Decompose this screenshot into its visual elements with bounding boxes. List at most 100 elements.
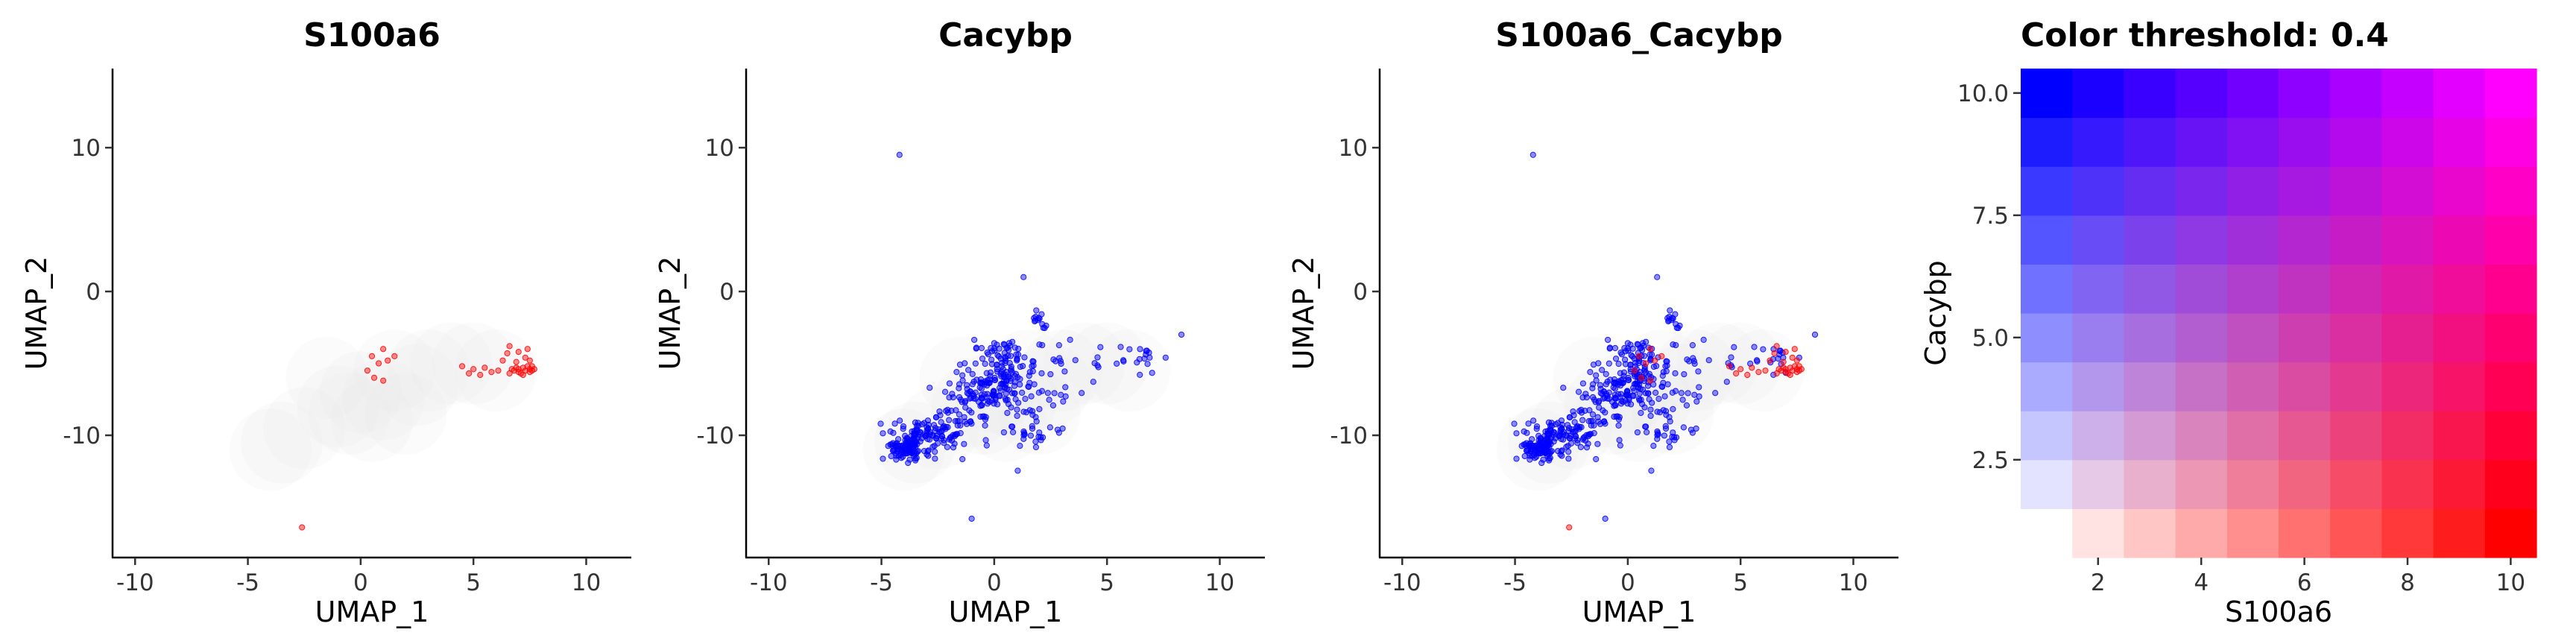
data-point xyxy=(1513,430,1520,437)
data-point xyxy=(1162,354,1169,361)
heatmap-cell xyxy=(2124,459,2176,509)
data-point xyxy=(1635,360,1642,367)
x-ticks: -10 -5 0 5 10 xyxy=(1383,558,1868,596)
data-point xyxy=(1141,355,1148,362)
background-cells xyxy=(229,322,537,491)
heatmap-cell xyxy=(2381,362,2434,411)
data-point xyxy=(979,356,986,362)
data-point xyxy=(1733,370,1740,377)
data-point xyxy=(1144,361,1151,367)
background-cell xyxy=(409,322,492,405)
data-point xyxy=(488,369,495,376)
data-point xyxy=(1595,360,1602,367)
data-point xyxy=(1596,404,1603,411)
data-point xyxy=(1578,406,1585,413)
data-point xyxy=(1014,406,1020,413)
data-point xyxy=(1029,411,1036,418)
data-point xyxy=(477,371,484,379)
data-point xyxy=(524,363,531,370)
data-point xyxy=(1546,457,1553,464)
data-point xyxy=(1002,360,1008,367)
heatmap-cell xyxy=(2021,117,2073,167)
data-point xyxy=(1558,448,1565,455)
x-tick-label: 10 xyxy=(1839,569,1868,596)
data-point xyxy=(1670,429,1676,436)
data-point xyxy=(1744,371,1751,379)
data-point xyxy=(1032,443,1040,451)
data-point xyxy=(1605,336,1611,344)
data-point xyxy=(1008,390,1016,397)
heatmap-cell xyxy=(2330,411,2382,461)
data-point xyxy=(1036,429,1043,436)
data-point xyxy=(969,370,976,377)
data-point xyxy=(1775,355,1781,362)
data-point xyxy=(950,444,957,451)
data-point xyxy=(994,366,1000,373)
data-point xyxy=(1650,443,1657,449)
y-tick-label: -10 xyxy=(63,423,101,449)
heatmap-cell xyxy=(2124,508,2176,558)
data-point xyxy=(1033,307,1040,314)
heatmap-cell xyxy=(2175,117,2228,167)
heatmap-cell xyxy=(2072,313,2124,363)
data-point xyxy=(959,455,966,463)
data-point xyxy=(1588,422,1594,429)
heatmap-cell xyxy=(2175,313,2228,363)
heatmap-cell xyxy=(2330,264,2382,314)
data-point xyxy=(957,397,965,403)
heatmap-cell xyxy=(2072,508,2124,558)
data-point xyxy=(979,379,985,386)
data-point xyxy=(1055,342,1062,349)
data-point xyxy=(979,413,986,420)
data-point xyxy=(1644,429,1650,436)
data-point xyxy=(1054,426,1061,433)
data-point xyxy=(1602,515,1609,523)
data-point xyxy=(1767,357,1773,364)
data-point xyxy=(1625,376,1632,384)
data-point xyxy=(1033,418,1040,425)
data-point xyxy=(1663,411,1670,418)
data-point xyxy=(1562,432,1569,439)
data-point xyxy=(1647,346,1654,353)
heatmap-cell xyxy=(2279,117,2331,167)
data-point xyxy=(526,357,533,364)
data-point xyxy=(1693,425,1699,432)
data-point xyxy=(1590,362,1597,368)
heatmap-cell xyxy=(2175,411,2228,461)
data-point xyxy=(1149,370,1155,376)
data-point xyxy=(1753,357,1761,364)
data-point xyxy=(994,362,1000,368)
background-cell xyxy=(1632,373,1714,455)
heatmap-cell xyxy=(2124,117,2176,167)
data-point xyxy=(991,376,999,384)
data-point xyxy=(1548,423,1556,429)
data-point xyxy=(1599,367,1606,373)
data-point xyxy=(1579,417,1586,423)
heatmap-cell xyxy=(2072,117,2124,167)
data-point xyxy=(1617,442,1623,449)
background-cell xyxy=(297,365,379,448)
data-point xyxy=(971,336,978,344)
heatmap-cell xyxy=(2226,69,2279,119)
background-cell xyxy=(387,329,470,412)
heatmap-cell xyxy=(2279,166,2331,216)
data-point xyxy=(1057,358,1064,364)
data-point xyxy=(897,417,903,424)
data-point xyxy=(1672,370,1679,376)
data-point xyxy=(963,420,970,427)
data-point xyxy=(944,423,951,431)
heatmap-cell xyxy=(2330,362,2382,411)
background-cell xyxy=(1043,322,1126,405)
data-point xyxy=(977,376,985,383)
x-tick-label: 5 xyxy=(1099,569,1114,596)
data-point xyxy=(1067,336,1073,343)
data-point xyxy=(1662,423,1669,429)
data-point xyxy=(1026,383,1032,391)
data-point xyxy=(1017,363,1023,370)
data-point xyxy=(944,406,951,413)
panel-title: S100a6 xyxy=(303,16,441,54)
data-point xyxy=(912,457,919,464)
x-ticks: -10 -5 0 5 10 xyxy=(750,558,1234,596)
data-points xyxy=(1511,151,1819,531)
heatmap-cell xyxy=(2124,166,2176,216)
